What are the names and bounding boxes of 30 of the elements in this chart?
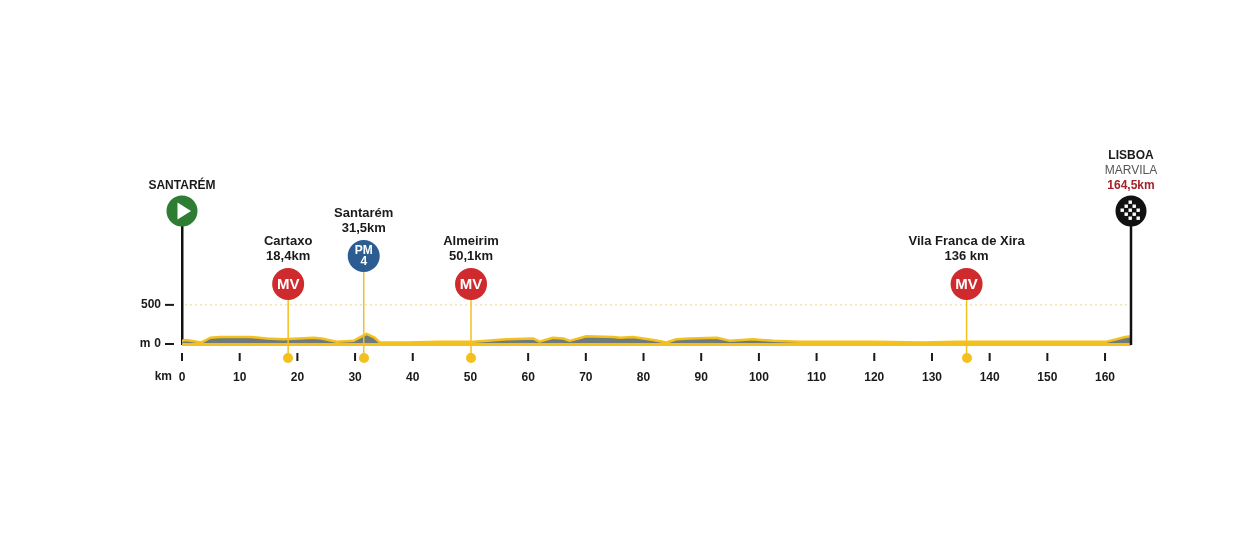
x-tick-label: 150 xyxy=(1037,369,1058,384)
y-tick-label: 500 xyxy=(140,297,162,312)
x-tick-label: 110 xyxy=(806,369,827,384)
annotation: MV xyxy=(955,275,978,293)
x-tick-label: 10 xyxy=(233,369,247,384)
ref-line-label: Almeirim 50,1km xyxy=(443,232,499,263)
annotation: MV xyxy=(459,275,483,293)
x-tick-label: 120 xyxy=(864,369,885,384)
x-tick-label: 130 xyxy=(921,369,943,384)
ref-line-label: LISBOA MARVILA 164,5km xyxy=(1104,148,1158,193)
x-tick-label: 60 xyxy=(521,369,536,384)
x-tick-label: 70 xyxy=(579,369,593,384)
annotation: PM 4 xyxy=(354,243,373,269)
text: SANTARÉM xyxy=(148,177,216,193)
ref-line-label: Cartaxo 18,4km xyxy=(263,232,313,263)
ref-line-label: Santarém 31,5km xyxy=(334,204,394,235)
y-axis-title: m xyxy=(139,336,151,351)
x-tick-label: 0 xyxy=(178,369,186,384)
ref-line-label: Vila Franca de Xira 136 km xyxy=(908,232,1026,263)
x-tick-label: 100 xyxy=(748,369,770,384)
x-tick-label: 30 xyxy=(348,369,363,384)
x-tick-label: 90 xyxy=(694,369,709,384)
x-tick-label: 160 xyxy=(1095,369,1116,384)
x-tick-label: 140 xyxy=(979,369,1000,384)
x-tick-label: 40 xyxy=(406,369,420,384)
x-tick-label: 80 xyxy=(636,369,651,384)
x-tick-label: 50 xyxy=(463,369,478,384)
x-tick-label: 20 xyxy=(290,369,305,384)
x-axis-title: km xyxy=(154,369,172,384)
annotation: MV xyxy=(276,275,300,293)
